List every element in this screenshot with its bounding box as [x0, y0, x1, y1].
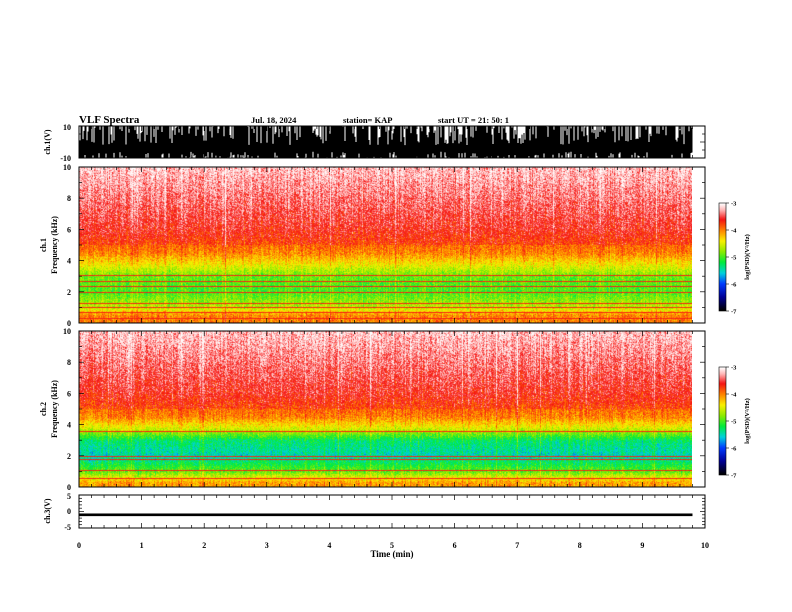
ch2-spectrogram-image	[79, 331, 692, 487]
ch3-waveform-ylabel: ch.3(V)	[43, 498, 52, 523]
ch3-ytick-middle: 0	[67, 507, 71, 516]
frequency-tick-label: 2	[67, 288, 71, 297]
colorbar-tick-label: -6	[731, 282, 737, 289]
ch1-waveform-panel: 10 -10 ch.1(V)	[43, 123, 706, 163]
frequency-tick-label: 4	[67, 421, 71, 430]
ch2-spectrogram-panel: 0 2 4 6 8 10 ch.2 Frequency (kHz) -3 -4 -5 -6 -7 …	[39, 327, 751, 492]
time-tick-label: 2	[202, 541, 206, 550]
time-tick-label: 8	[578, 541, 582, 550]
ch2-colorbar-label: log(PSD)(V²/Hz)	[744, 398, 751, 444]
ch1-spectrogram-panel: 0 2 4 6 8 10 ch.1 Frequency (kHz) -3 -4 -5 -6 -7 …	[39, 163, 751, 328]
ch1-waveform-envelope	[79, 126, 693, 158]
ch1-spectrogram-ytick-labels: 0 2 4 6 8 10	[63, 163, 71, 328]
colorbar-tick-label: -3	[731, 365, 737, 372]
ch1-spectrogram-ticks	[78, 166, 706, 324]
frequency-tick-label: 8	[67, 194, 71, 203]
frequency-tick-label: 10	[63, 327, 71, 336]
frequency-tick-label: 6	[67, 225, 71, 234]
station-label: station= KAP	[343, 115, 392, 125]
colorbar-tick-label: -4	[731, 392, 737, 399]
colorbar-tick-label: -7	[731, 473, 737, 480]
time-tick-label: 0	[77, 541, 81, 550]
time-tick-label: 7	[515, 541, 519, 550]
ch3-waveform-trace	[79, 513, 693, 517]
frequency-tick-label: 4	[67, 257, 71, 266]
colorbar-tick-label: -3	[731, 201, 737, 208]
ch1-waveform-ticks	[78, 125, 706, 159]
frequency-tick-label: 10	[63, 163, 71, 172]
time-tick-label: 10	[701, 541, 709, 550]
frequency-tick-label: 0	[67, 483, 71, 492]
date-label: Jul. 18, 2024	[251, 115, 297, 125]
ch3-waveform-panel: 5 0 -5 ch.3(V) 0 1 2 3 4 5 6 7 8 9 10 Time (min)	[43, 492, 709, 559]
frequency-tick-label: 8	[67, 358, 71, 367]
ch3-ytick-top: 5	[67, 492, 71, 501]
colorbar-tick-label: -6	[731, 446, 737, 453]
colorbar-tick-label: -5	[731, 419, 737, 426]
time-axis-label: Time (min)	[370, 549, 413, 559]
frequency-tick-label: 0	[67, 319, 71, 328]
time-tick-label: 3	[265, 541, 269, 550]
time-tick-label: 9	[640, 541, 644, 550]
ch1-spectrogram-channel-label: ch.1	[39, 238, 48, 252]
ch1-colorbar: -3 -4 -5 -6 -7 log(PSD)(V²/Hz)	[718, 201, 751, 316]
ch1-colorbar-label: log(PSD)(V²/Hz)	[744, 234, 751, 280]
frequency-tick-label: 2	[67, 452, 71, 461]
time-tick-label: 5	[390, 541, 394, 550]
ch1-colorbar-image	[719, 203, 726, 311]
ch2-colorbar: -3 -4 -5 -6 -7 log(PSD)(V²/Hz)	[718, 365, 751, 480]
ch2-colorbar-ticks: -3 -4 -5 -6 -7	[726, 365, 737, 480]
ch1-spectrogram-image	[79, 167, 692, 323]
colorbar-tick-label: -5	[731, 255, 737, 262]
time-tick-label: 4	[327, 541, 331, 550]
ch1-ytick-bottom: -10	[60, 154, 71, 163]
ch2-spectrogram-ticks	[78, 330, 706, 488]
start-ut-label: start UT = 21: 50: 1	[438, 115, 509, 125]
colorbar-tick-label: -4	[731, 228, 737, 235]
ch1-spectrogram-ylabel: Frequency (kHz)	[50, 216, 59, 274]
time-tick-label: 1	[140, 541, 144, 550]
ch1-waveform-ylabel: ch.1(V)	[43, 129, 52, 154]
ch3-waveform-ticks	[78, 494, 706, 529]
ch2-spectrogram-ylabel: Frequency (kHz)	[50, 380, 59, 438]
time-axis-tick-labels: 0 1 2 3 4 5 6 7 8 9 10	[77, 541, 709, 550]
ch1-colorbar-ticks: -3 -4 -5 -6 -7	[726, 201, 737, 316]
ch2-spectrogram-channel-label: ch.2	[39, 402, 48, 416]
ch1-waveform-trace	[79, 126, 693, 158]
time-tick-label: 6	[453, 541, 457, 550]
figure-title: VLF Spectra	[79, 114, 140, 126]
ch2-colorbar-image	[719, 367, 726, 475]
colorbar-tick-label: -7	[731, 309, 737, 316]
ch2-spectrogram-ytick-labels: 0 2 4 6 8 10	[63, 327, 71, 492]
frequency-tick-label: 6	[67, 389, 71, 398]
ch3-ytick-bottom: -5	[64, 523, 71, 532]
ch1-ytick-top: 10	[63, 123, 71, 132]
